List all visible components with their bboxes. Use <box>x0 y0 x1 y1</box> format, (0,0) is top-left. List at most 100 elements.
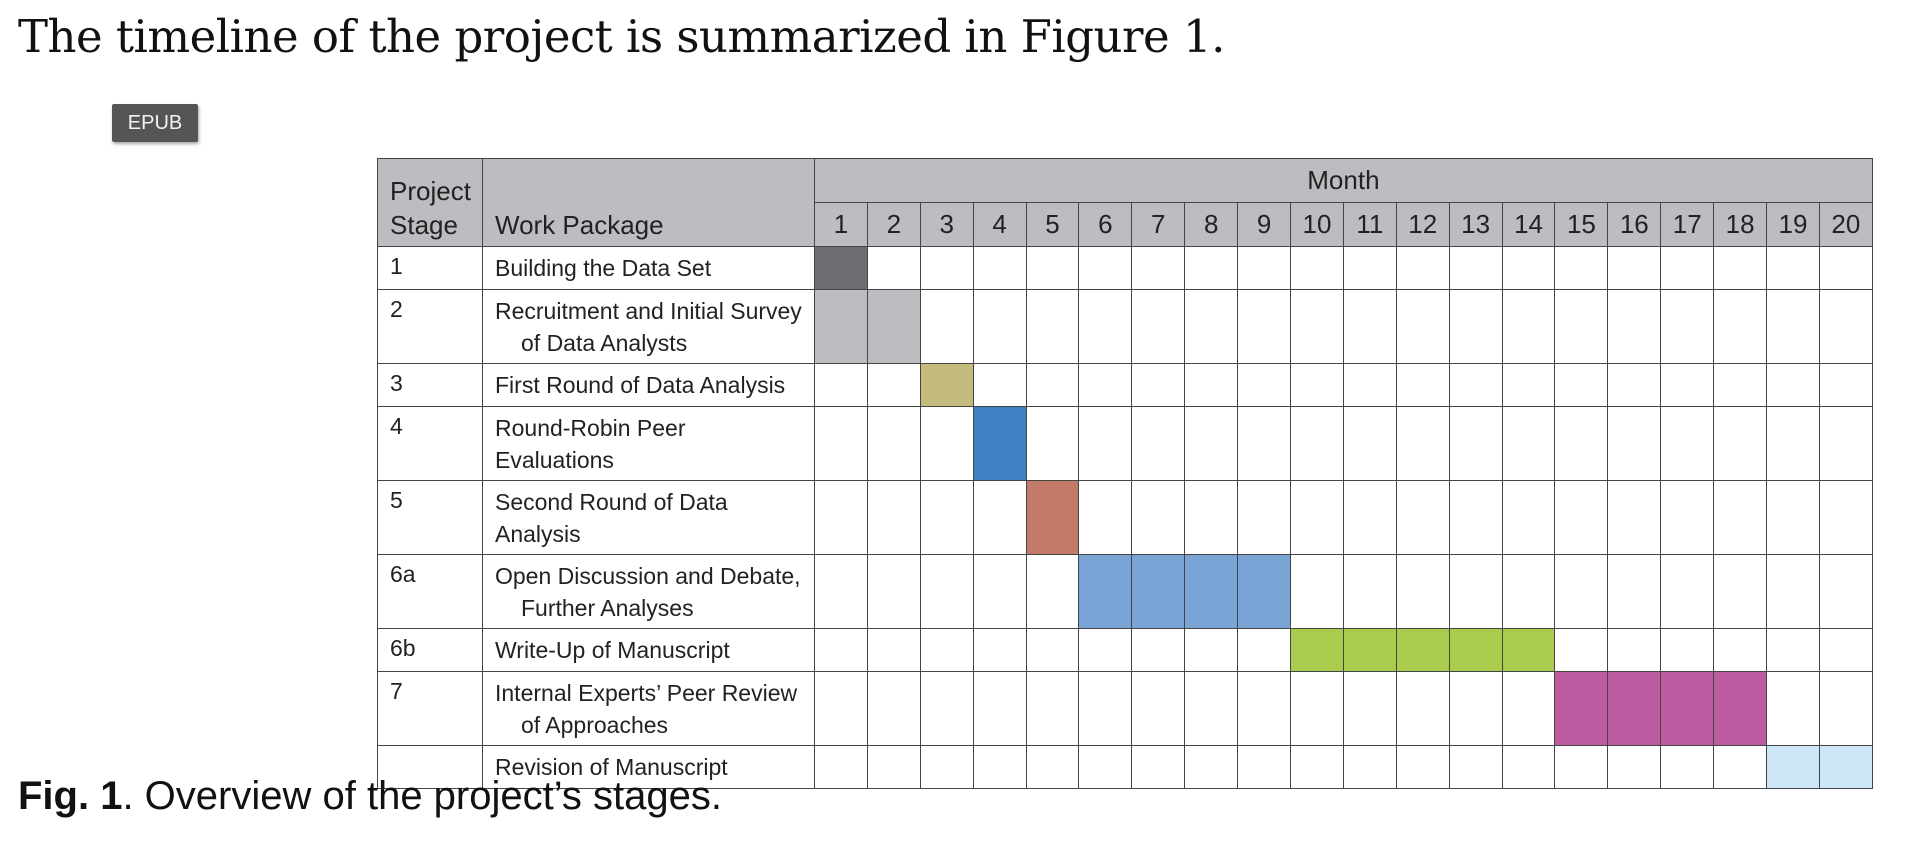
empty-month-cell <box>972 480 1027 555</box>
work-package-label: Round-Robin Peer Evaluations <box>495 415 686 473</box>
empty-month-cell <box>1237 363 1292 407</box>
table-row: 4 Round-Robin Peer Evaluations <box>377 406 1873 481</box>
gantt-bar-cell <box>972 406 1027 481</box>
month-number-header: 4 <box>972 202 1027 247</box>
table-row: 2 Recruitment and Initial Survey of Data A… <box>377 289 1873 364</box>
empty-month-cell <box>866 246 921 290</box>
empty-month-cell <box>1290 671 1344 746</box>
empty-month-cell <box>1501 363 1556 407</box>
empty-month-cell <box>1078 289 1133 364</box>
empty-month-cell <box>1607 246 1662 290</box>
empty-month-cell <box>866 406 921 481</box>
month-number-header: 16 <box>1607 202 1662 247</box>
empty-month-cell <box>1290 554 1344 629</box>
empty-month-cell <box>814 363 868 407</box>
empty-month-cell <box>1025 554 1080 629</box>
empty-month-cell <box>1342 480 1397 555</box>
table-row: 1 Building the Data Set <box>377 246 1873 290</box>
empty-month-cell <box>919 246 974 290</box>
work-package-label: First Round of Data Analysis <box>495 372 786 398</box>
empty-month-cell <box>1501 480 1556 555</box>
month-number-header: 18 <box>1713 202 1768 247</box>
empty-month-cell <box>1448 671 1503 746</box>
empty-month-cell <box>919 745 974 789</box>
empty-month-cell <box>1766 289 1820 364</box>
empty-month-cell <box>1025 628 1080 672</box>
gantt-bar-cell <box>814 289 868 364</box>
gantt-bar-cell <box>1818 745 1873 789</box>
empty-month-cell <box>1766 406 1820 481</box>
gantt-bar-cell <box>1554 671 1609 746</box>
work-package-label: Internal Experts’ Peer Review <box>495 680 798 706</box>
empty-month-cell <box>1448 480 1503 555</box>
empty-month-cell <box>1501 554 1556 629</box>
empty-month-cell <box>1342 406 1397 481</box>
empty-month-cell <box>919 628 974 672</box>
empty-month-cell <box>1131 406 1186 481</box>
empty-month-cell <box>1501 745 1556 789</box>
empty-month-cell <box>1184 246 1239 290</box>
gantt-header-row-top: Project Stage Work Package Month <box>377 158 1873 247</box>
empty-month-cell <box>814 745 868 789</box>
empty-month-cell <box>1025 745 1080 789</box>
empty-month-cell <box>1342 671 1397 746</box>
empty-month-cell <box>1342 246 1397 290</box>
empty-month-cell <box>866 363 921 407</box>
empty-month-cell <box>1342 554 1397 629</box>
epub-button[interactable]: EPUB <box>112 104 198 142</box>
empty-month-cell <box>1395 363 1450 407</box>
empty-month-cell <box>1818 554 1873 629</box>
gantt-bar-cell <box>1078 554 1133 629</box>
empty-month-cell <box>919 671 974 746</box>
gantt-bar-cell <box>1342 628 1397 672</box>
stage-cell: 3 <box>377 363 483 407</box>
empty-month-cell <box>1131 480 1186 555</box>
empty-month-cell <box>1554 246 1609 290</box>
empty-month-cell <box>1290 480 1344 555</box>
gantt-bar-cell <box>1237 554 1292 629</box>
empty-month-cell <box>1131 745 1186 789</box>
empty-month-cell <box>1818 628 1873 672</box>
stage-cell: 4 <box>377 406 483 481</box>
empty-month-cell <box>1660 289 1715 364</box>
empty-month-cell <box>972 671 1027 746</box>
empty-month-cell <box>1237 289 1292 364</box>
empty-month-cell <box>1607 628 1662 672</box>
month-number-header: 8 <box>1184 202 1239 247</box>
month-number-header: 13 <box>1448 202 1503 247</box>
empty-month-cell <box>1395 480 1450 555</box>
empty-month-cell <box>1713 289 1768 364</box>
empty-month-cell <box>1184 745 1239 789</box>
empty-month-cell <box>1818 363 1873 407</box>
empty-month-cell <box>919 289 974 364</box>
empty-month-cell <box>1448 363 1503 407</box>
empty-month-cell <box>1395 671 1450 746</box>
month-number-header: 20 <box>1818 202 1873 247</box>
empty-month-cell <box>972 745 1027 789</box>
empty-month-cell <box>1554 745 1609 789</box>
empty-month-cell <box>1818 671 1873 746</box>
empty-month-cell <box>814 628 868 672</box>
stage-cell: 2 <box>377 289 483 364</box>
stage-cell <box>377 745 483 789</box>
gantt-bar-cell <box>1448 628 1503 672</box>
empty-month-cell <box>1025 246 1080 290</box>
work-package-label-continued: of Data Analysts <box>521 330 688 356</box>
month-number-header: 5 <box>1025 202 1080 247</box>
empty-month-cell <box>1713 628 1768 672</box>
stage-cell: 6a <box>377 554 483 629</box>
empty-month-cell <box>1078 246 1133 290</box>
empty-month-cell <box>1078 480 1133 555</box>
empty-month-cell <box>1395 745 1450 789</box>
empty-month-cell <box>1607 745 1662 789</box>
empty-month-cell <box>1025 671 1080 746</box>
empty-month-cell <box>919 480 974 555</box>
stage-cell: 1 <box>377 246 483 290</box>
empty-month-cell <box>1395 554 1450 629</box>
empty-month-cell <box>972 554 1027 629</box>
empty-month-cell <box>1237 406 1292 481</box>
empty-month-cell <box>1554 363 1609 407</box>
empty-month-cell <box>972 289 1027 364</box>
empty-month-cell <box>1025 363 1080 407</box>
month-number-header: 14 <box>1501 202 1556 247</box>
